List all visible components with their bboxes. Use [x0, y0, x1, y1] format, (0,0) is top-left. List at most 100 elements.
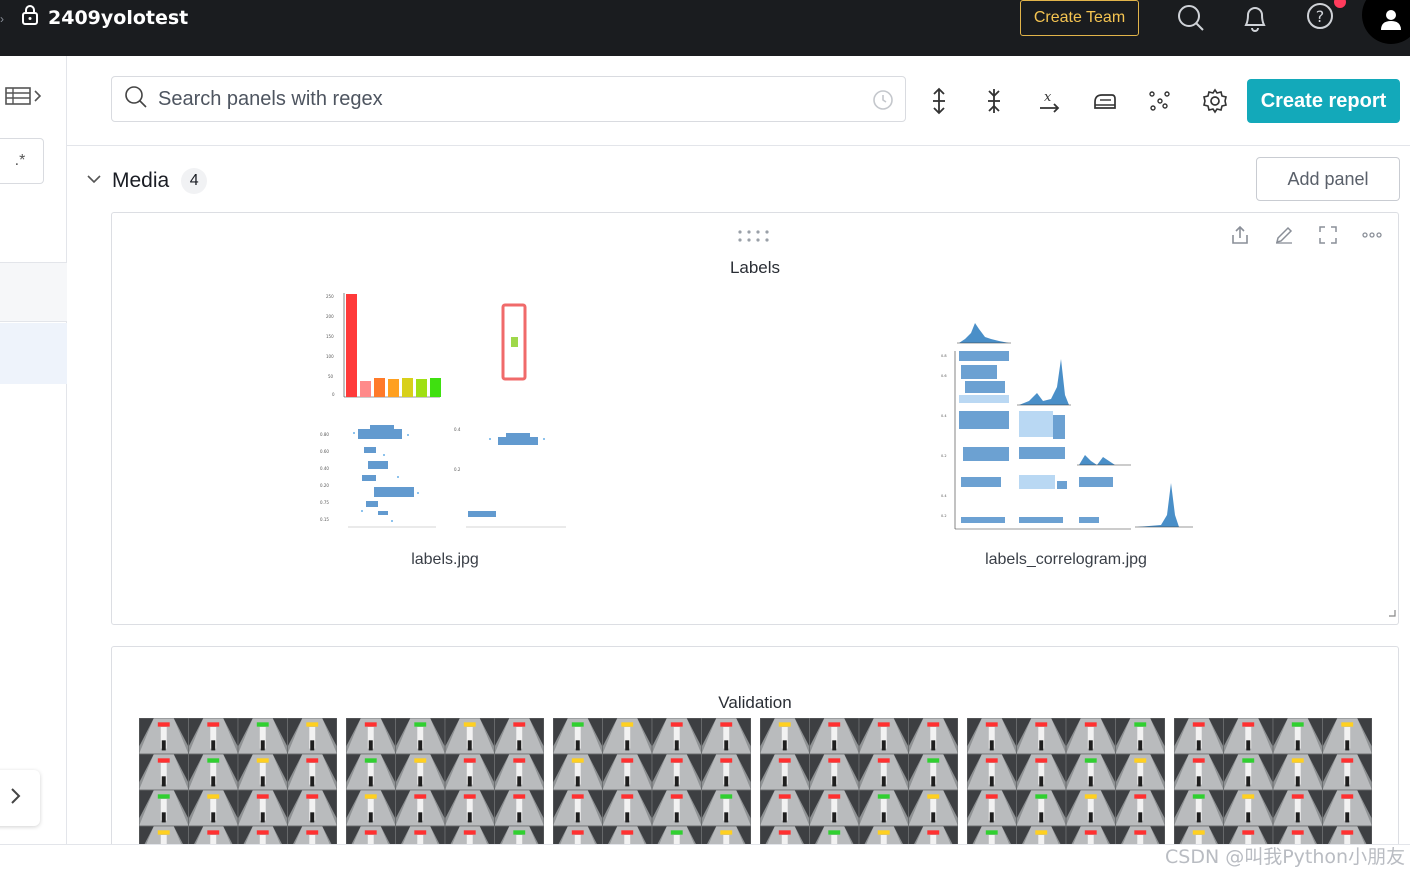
sidebar-row[interactable]	[0, 263, 67, 322]
chevron-right-icon	[8, 786, 22, 811]
user-avatar[interactable]	[1362, 0, 1410, 44]
mosaic-tile	[1065, 753, 1116, 791]
smoothing-icon[interactable]	[1090, 86, 1120, 116]
svg-text:0.15: 0.15	[320, 517, 329, 522]
expand-sidebar-button[interactable]	[0, 770, 40, 826]
panel-title: Validation	[718, 693, 792, 712]
svg-text:0.2: 0.2	[454, 467, 461, 472]
bell-icon[interactable]	[1237, 0, 1273, 36]
mosaic-tile	[1065, 789, 1116, 827]
panel-title: Labels	[729, 258, 781, 277]
edit-icon[interactable]	[1274, 225, 1294, 245]
panel-actions	[1230, 225, 1382, 245]
mosaic-tile	[287, 753, 337, 791]
panel-search[interactable]	[111, 76, 906, 122]
svg-text:250: 250	[326, 294, 334, 299]
mosaic-tile	[1115, 789, 1165, 827]
help-icon[interactable]: ?	[1302, 0, 1338, 36]
mosaic-tile	[1272, 718, 1323, 755]
search-icon[interactable]	[1173, 0, 1209, 36]
mosaic-tile	[760, 753, 810, 791]
mosaic-tile	[237, 789, 288, 827]
svg-text:0.75: 0.75	[320, 500, 329, 505]
mosaic-tile	[1272, 789, 1323, 827]
divider	[0, 262, 67, 263]
validation-image[interactable]	[1174, 718, 1372, 858]
svg-text:?: ?	[1316, 7, 1325, 26]
svg-text:0.8: 0.8	[941, 354, 947, 358]
media-caption: labels.jpg	[411, 551, 479, 568]
validation-mosaic	[139, 718, 337, 858]
lock-icon	[20, 4, 40, 31]
mosaic-tile	[188, 753, 239, 791]
validation-image[interactable]	[139, 718, 337, 858]
svg-text:0.4: 0.4	[941, 414, 947, 418]
mosaic-tile	[395, 789, 446, 827]
expand-vertical-icon[interactable]	[924, 86, 954, 116]
validation-image[interactable]	[760, 718, 958, 858]
mosaic-tile	[1223, 789, 1274, 827]
mosaic-tile	[1223, 753, 1274, 791]
create-report-button[interactable]: Create report	[1247, 79, 1400, 123]
user-icon	[1379, 0, 1403, 37]
svg-text:0: 0	[332, 392, 335, 397]
mosaic-tile	[1174, 789, 1224, 827]
add-panel-button[interactable]: Add panel	[1256, 157, 1400, 201]
table-toggle-icon[interactable]	[5, 86, 43, 113]
svg-text:0.4: 0.4	[454, 427, 461, 432]
more-options-icon[interactable]	[1362, 225, 1382, 245]
share-icon[interactable]	[1230, 225, 1250, 245]
validation-image[interactable]	[553, 718, 751, 858]
mosaic-tile	[287, 789, 337, 827]
mosaic-tile	[1115, 753, 1165, 791]
mosaic-tile	[237, 753, 288, 791]
svg-text:150: 150	[326, 334, 334, 339]
media-caption: labels_correlogram.jpg	[985, 551, 1147, 568]
top-navbar: › 2409yolotest Create Team ?	[0, 0, 1410, 56]
mosaic-tile	[1223, 718, 1274, 755]
section-title: Media	[112, 169, 170, 192]
drag-handle-icon[interactable]	[737, 229, 771, 248]
validation-image[interactable]	[346, 718, 544, 858]
search-icon	[124, 85, 148, 114]
regex-toggle-button[interactable]: .*	[0, 138, 44, 184]
mosaic-tile	[444, 789, 495, 827]
chevron-right-icon[interactable]: ›	[0, 12, 4, 26]
svg-text:0.60: 0.60	[320, 449, 329, 454]
media-section-header[interactable]: Media 4	[86, 165, 208, 197]
mosaic-tile	[237, 718, 288, 755]
collapse-vertical-icon[interactable]	[979, 86, 1009, 116]
settings-icon[interactable]	[1200, 86, 1230, 116]
mosaic-tile	[1272, 753, 1323, 791]
svg-text:200: 200	[326, 314, 334, 319]
validation-media-panel: Validation	[111, 646, 1399, 866]
mosaic-tile	[139, 753, 189, 791]
watermark: CSDN @叫我Python小朋友	[1165, 846, 1406, 868]
mosaic-tile	[858, 789, 909, 827]
mosaic-tile	[1322, 789, 1372, 827]
labels-correlogram-image[interactable]: 0.8 0.6 0.4 0.2 0.4 0.2	[939, 315, 1195, 537]
validation-mosaic	[346, 718, 544, 858]
outliers-icon[interactable]	[1145, 86, 1175, 116]
mosaic-tile	[395, 753, 446, 791]
validation-mosaic	[967, 718, 1165, 858]
sidebar-row-selected[interactable]	[0, 323, 67, 384]
resize-handle-icon[interactable]	[1388, 604, 1396, 622]
svg-text:0.4: 0.4	[941, 494, 947, 498]
search-input[interactable]	[158, 87, 858, 111]
chevron-down-icon[interactable]	[86, 172, 102, 190]
mosaic-tile	[1065, 718, 1116, 755]
mosaic-tile	[553, 753, 603, 791]
svg-text:50: 50	[328, 374, 334, 379]
labels-image[interactable]: 250 200 150 100 50 0 0.80 0.60 0.40 0.20 0.75 0.15…	[318, 289, 584, 537]
svg-text:0.6: 0.6	[941, 374, 947, 378]
create-team-button[interactable]: Create Team	[1020, 0, 1139, 36]
fullscreen-icon[interactable]	[1318, 225, 1338, 245]
validation-mosaic	[1174, 718, 1372, 858]
mosaic-tile	[444, 753, 495, 791]
project-breadcrumb[interactable]: 2409yolotest	[20, 4, 188, 31]
history-icon[interactable]	[871, 88, 895, 117]
x-axis-icon[interactable]: x	[1035, 86, 1065, 116]
mosaic-tile	[346, 718, 396, 755]
validation-image[interactable]	[967, 718, 1165, 858]
